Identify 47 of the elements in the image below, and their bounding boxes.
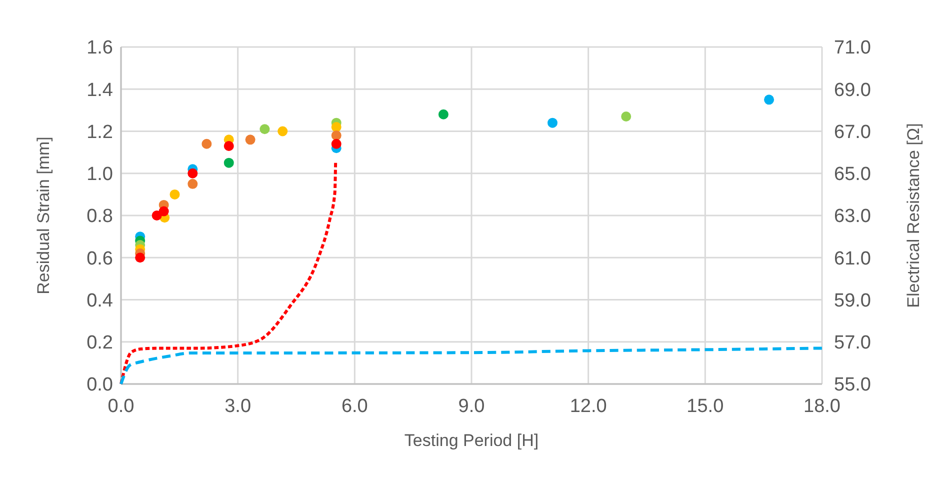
point <box>135 252 146 263</box>
y-tick-label: 0.6 <box>86 248 113 270</box>
y-tick-label: 1.2 <box>86 122 113 143</box>
point <box>170 189 180 200</box>
line-series <box>120 161 338 386</box>
point <box>331 130 342 140</box>
y2-tick-label: 61.0 <box>834 248 871 270</box>
point <box>224 140 234 151</box>
y-axis-title: Residual Strain [mm] <box>34 136 53 294</box>
point <box>188 178 198 189</box>
point <box>621 112 632 122</box>
y-tick-label: 1.4 <box>86 80 114 101</box>
x-tick-label: 3.0 <box>224 396 252 417</box>
x-tick-label: 9.0 <box>458 396 485 417</box>
point <box>260 124 270 134</box>
point <box>278 126 288 136</box>
y2-tick-label: 67.0 <box>834 122 871 143</box>
point <box>331 138 342 149</box>
point <box>245 134 256 145</box>
x-tick-label: 12.0 <box>570 396 607 417</box>
point <box>224 158 234 168</box>
point <box>158 206 169 216</box>
point <box>548 118 558 128</box>
y-tick-label: 0.4 <box>86 290 114 312</box>
x-tick-label: 18.0 <box>804 396 840 417</box>
x-tick-label: 0.0 <box>108 396 134 417</box>
y2-tick-label: 55.0 <box>834 374 871 396</box>
point <box>438 109 448 120</box>
y-tick-label: 0.2 <box>86 332 113 354</box>
x-axis-title: Testing Period [H] <box>404 431 539 450</box>
point <box>764 94 774 105</box>
x-tick-label: 15.0 <box>686 396 724 417</box>
point <box>331 122 342 132</box>
y2-axis-title: Electrical Resistance [Ω] <box>904 123 923 308</box>
y-tick-label: 1.0 <box>86 164 113 186</box>
y2-tick-label: 69.0 <box>834 80 871 101</box>
y2-tick-label: 71.0 <box>834 38 871 59</box>
y2-tick-label: 59.0 <box>834 290 871 312</box>
point <box>202 138 212 149</box>
y2-tick-label: 57.0 <box>834 332 871 354</box>
point <box>188 168 198 178</box>
x-tick-label: 6.0 <box>341 396 368 417</box>
y-tick-label: 1.6 <box>86 38 113 59</box>
y-tick-label: 0.0 <box>86 374 113 396</box>
y-tick-label: 0.8 <box>86 206 113 228</box>
y2-tick-label: 65.0 <box>834 164 871 186</box>
y2-tick-label: 63.0 <box>834 206 871 228</box>
